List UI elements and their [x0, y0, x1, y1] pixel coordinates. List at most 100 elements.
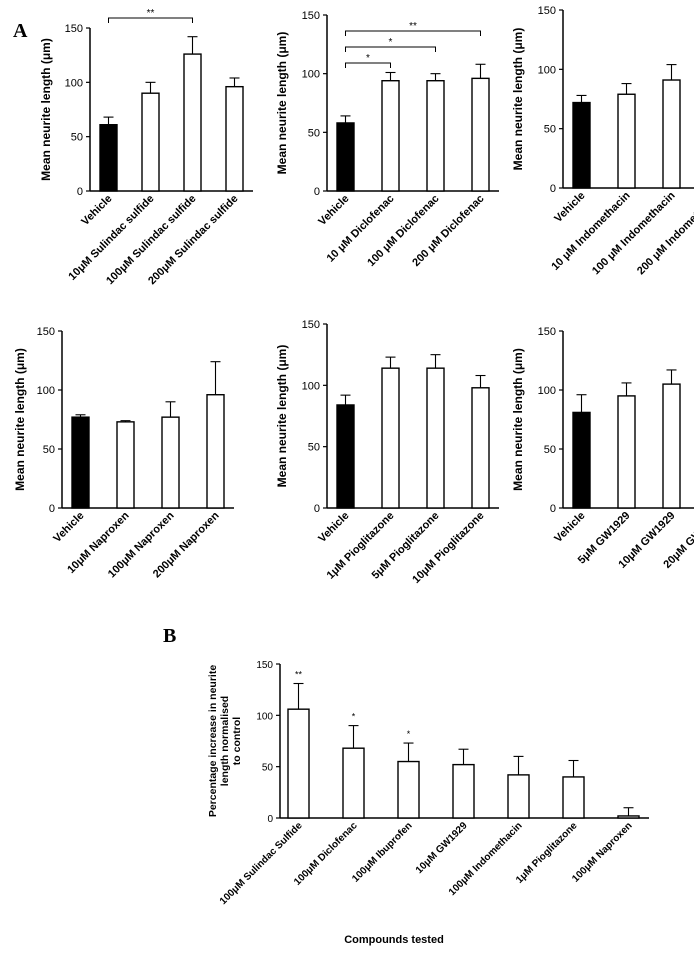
bar — [471, 77, 490, 192]
bar — [572, 101, 591, 189]
significance-label: ** — [409, 21, 417, 32]
bar — [141, 92, 160, 192]
x-axis-label: Compounds tested — [344, 934, 444, 946]
bar — [287, 708, 310, 819]
chart-panel-2: 0 50 100 150 Mean neurite length (μm) Vehicle… — [275, 10, 499, 269]
significance-label: * — [389, 37, 393, 48]
bar — [116, 421, 135, 509]
x-tick-label: 200μM Sulindac sulfide — [146, 193, 241, 288]
bar — [572, 411, 591, 509]
x-tick-label: 100μM Ibuprofen — [350, 820, 414, 884]
y-tick-label: 150 — [256, 660, 273, 671]
y-tick-label: 50 — [71, 132, 83, 144]
bar — [617, 93, 636, 189]
x-tick-label: 100 μM Indomethacin — [590, 189, 678, 277]
y-axis-label: Mean neurite length (μm) — [511, 28, 525, 171]
y-tick-label: 0 — [550, 503, 556, 515]
y-axis-label: Percentage increase in neuritelength nor… — [207, 665, 243, 817]
y-tick-label: 100 — [538, 385, 556, 397]
y-axis-label: Mean neurite length (μm) — [13, 348, 27, 491]
y-tick-label: 0 — [77, 186, 83, 198]
bar — [662, 383, 681, 509]
bar — [662, 79, 681, 189]
panel-a-label: A — [13, 20, 28, 42]
chart-panel-6: 0 50 100 150 Mean neurite length (μm) Vehicle… — [511, 326, 694, 571]
y-axis-label: Mean neurite length (μm) — [275, 345, 289, 488]
chart-panel-7: 0 50 100 150 Percentage increase in neuritel… — [207, 660, 649, 946]
bar — [381, 80, 400, 192]
y-tick-label: 50 — [308, 127, 320, 139]
chart-panel-1: 0 50 100 150 Mean neurite length (μm) Vehicle… — [39, 8, 253, 287]
significance-bracket — [108, 17, 193, 23]
y-axis-label: Mean neurite length (μm) — [39, 38, 53, 181]
bar — [71, 416, 90, 509]
chart-panel-3: 0 50 100 150 Mean neurite length (μm) Vehicle… — [511, 5, 694, 277]
bar — [452, 763, 475, 819]
y-tick-label: 100 — [37, 385, 55, 397]
bar — [471, 387, 490, 509]
bar — [336, 122, 355, 192]
y-tick-label: 150 — [302, 319, 320, 331]
bar — [183, 53, 202, 192]
y-tick-label: 100 — [302, 69, 320, 81]
x-tick-label: Vehicle — [51, 510, 86, 545]
chart-panel-5: 0 50 100 150 Mean neurite length (μm) Vehicle… — [275, 319, 499, 586]
significance-bracket — [345, 62, 391, 68]
bar — [426, 367, 445, 509]
x-tick-label: Vehicle — [316, 193, 351, 228]
bar — [617, 395, 636, 509]
x-tick-label: 10μM GW1929 — [414, 820, 470, 876]
x-tick-label: Vehicle — [552, 190, 587, 225]
y-tick-label: 100 — [65, 77, 83, 89]
x-tick-label: 10μM Sulindac sulfide — [66, 193, 156, 283]
y-tick-label: 50 — [262, 763, 274, 774]
x-tick-label: Vehicle — [79, 193, 114, 228]
y-tick-label: 0 — [267, 814, 273, 825]
significance-marker: * — [352, 712, 356, 722]
bar — [397, 760, 420, 819]
x-tick-label: 100μM Sulindac Sulfide — [218, 820, 305, 907]
significance-label: * — [366, 53, 370, 64]
bar — [507, 774, 530, 819]
y-tick-label: 150 — [538, 5, 556, 17]
y-tick-label: 150 — [538, 326, 556, 338]
y-tick-label: 100 — [256, 711, 273, 722]
y-tick-label: 150 — [37, 326, 55, 338]
bar — [562, 776, 585, 819]
y-tick-label: 0 — [314, 503, 320, 515]
y-tick-label: 50 — [544, 444, 556, 456]
y-tick-label: 50 — [43, 444, 55, 456]
bar — [426, 80, 445, 192]
bar — [617, 815, 640, 819]
x-tick-label: 100μM Naproxen — [570, 820, 634, 884]
bar — [381, 367, 400, 509]
significance-marker: * — [407, 729, 411, 739]
significance-label: ** — [147, 8, 155, 19]
y-axis-label: Mean neurite length (μm) — [275, 32, 289, 175]
significance-bracket — [345, 30, 481, 36]
bar — [99, 124, 118, 192]
significance-bracket — [345, 46, 436, 52]
bar — [206, 394, 225, 509]
y-tick-label: 50 — [544, 124, 556, 136]
y-tick-label: 50 — [308, 442, 320, 454]
bar — [342, 747, 365, 819]
y-tick-label: 150 — [65, 23, 83, 35]
y-tick-label: 100 — [538, 64, 556, 76]
y-tick-label: 0 — [550, 183, 556, 195]
y-tick-label: 100 — [302, 380, 320, 392]
significance-marker: ** — [295, 670, 303, 680]
y-tick-label: 0 — [49, 503, 55, 515]
chart-panel-4: 0 50 100 150 Mean neurite length (μm) Vehicle… — [13, 326, 234, 580]
panel-b-label: B — [163, 625, 177, 647]
bar — [161, 416, 180, 509]
x-tick-label: Vehicle — [552, 510, 587, 545]
bar — [336, 404, 355, 509]
x-tick-label: 10 μM Indomethacin — [549, 189, 632, 272]
y-tick-label: 0 — [314, 186, 320, 198]
y-tick-label: 150 — [302, 10, 320, 22]
bar — [225, 85, 244, 192]
x-tick-label: Vehicle — [316, 510, 351, 545]
